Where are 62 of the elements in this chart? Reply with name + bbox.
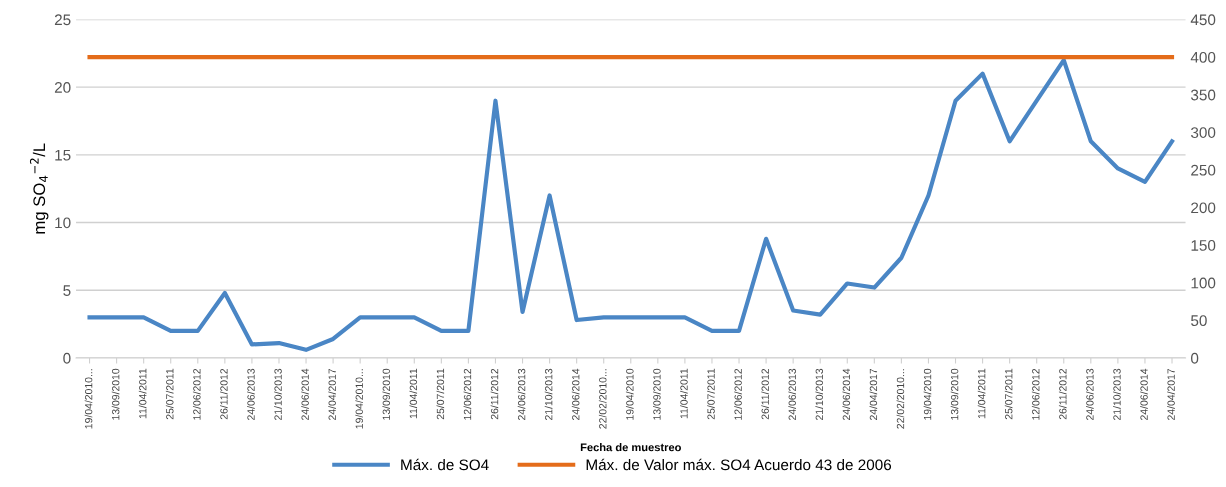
y-tick-label: 15 bbox=[55, 149, 71, 161]
x-tick-label: 21/10/2013 bbox=[1113, 368, 1121, 420]
x-tick-label: 24/06/2013 bbox=[247, 368, 255, 420]
y-tick-label: 0 bbox=[63, 352, 71, 364]
x-tick-label: 22/02/2010... bbox=[598, 369, 607, 429]
y-tick-label: 20 bbox=[54, 82, 71, 93]
x-tick-label: 13/09/2010 bbox=[652, 368, 661, 420]
x-tick-label: 25/07/2011 bbox=[707, 368, 715, 420]
x-tick-label: 24/06/2013 bbox=[1085, 368, 1094, 420]
y-tick-label: 10 bbox=[55, 217, 71, 229]
x-tick-label: 19/04/2010... bbox=[355, 369, 363, 429]
x-tick-label: 24/04/2017 bbox=[328, 368, 336, 420]
x-tick-label: 11/04/2011 bbox=[680, 368, 688, 419]
y2-tick-label: 250 bbox=[1191, 164, 1216, 176]
x-tick-label: 13/09/2010 bbox=[382, 368, 391, 420]
x-tick-label: 12/06/2012 bbox=[734, 368, 742, 420]
x-tick-label: 12/06/2012 bbox=[463, 368, 472, 420]
x-tick-label: 11/04/2011 bbox=[977, 368, 986, 419]
x-tick-label: 13/09/2010 bbox=[950, 368, 959, 420]
x-tick-label: 19/04/2010 bbox=[625, 368, 634, 420]
x-tick-label: 24/06/2013 bbox=[517, 368, 526, 420]
y2-tick-label: 300 bbox=[1190, 127, 1216, 138]
y2-tick-label: 450 bbox=[1190, 14, 1216, 26]
line-series bbox=[87, 58, 1175, 352]
x-tick-label: 24/06/2013 bbox=[788, 368, 796, 420]
y2-tick-label: 0 bbox=[1191, 352, 1199, 364]
legend-label: Máx. de Valor máx. SO4 Acuerdo 43 de 2006 bbox=[586, 458, 892, 471]
y2-tick-label: 50 bbox=[1191, 315, 1207, 327]
x-tick-label: 24/04/2017 bbox=[1167, 368, 1175, 420]
y-tick-label: 5 bbox=[63, 285, 71, 296]
x-tick-label: 26/11/2012 bbox=[490, 368, 499, 420]
x-tick-label: 26/11/2012 bbox=[220, 368, 228, 420]
x-tick-label: 25/07/2011 bbox=[1004, 368, 1013, 420]
x-tick-label: 19/04/2010... bbox=[84, 369, 93, 429]
x-tick-label: 22/02/2010... bbox=[896, 369, 905, 429]
y-tick-label: 25 bbox=[54, 14, 71, 26]
y-axis-title: mg SO$_{4}$$^{−2}$/L bbox=[29, 143, 49, 234]
x-tick-label: 25/07/2011 bbox=[165, 368, 174, 420]
x-tick-label: 11/04/2011 bbox=[409, 368, 418, 419]
x-tick-label: 21/10/2013 bbox=[815, 368, 824, 420]
x-tick-label: 19/04/2010 bbox=[923, 368, 932, 420]
y2-tick-label: 350 bbox=[1190, 89, 1216, 101]
x-tick-label: 25/07/2011 bbox=[436, 368, 445, 420]
x-tick-label: 11/04/2011 bbox=[138, 368, 147, 419]
x-tick-label: 13/09/2010 bbox=[111, 368, 120, 420]
x-tick-label: 21/10/2013 bbox=[544, 368, 553, 420]
x-tick-label: 21/10/2013 bbox=[274, 368, 282, 420]
x-tick-label: 24/04/2017 bbox=[869, 368, 878, 420]
x-tick-label: 12/06/2012 bbox=[192, 368, 201, 420]
x-tick-label: 12/06/2012 bbox=[1031, 368, 1040, 420]
y2-tick-label: 150 bbox=[1191, 239, 1216, 251]
y2-tick-label: 100 bbox=[1191, 277, 1216, 289]
x-tick-label: 24/06/2014 bbox=[842, 368, 851, 420]
x-axis-title: Fecha de muestreo bbox=[580, 443, 681, 452]
x-tick-label: 24/06/2014 bbox=[1140, 368, 1148, 420]
x-tick-label: 26/11/2012 bbox=[761, 368, 769, 420]
x-tick-label: 26/11/2012 bbox=[1058, 368, 1067, 420]
x-tick-label: 24/06/2014 bbox=[571, 368, 580, 420]
y2-tick-label: 200 bbox=[1191, 202, 1216, 214]
y2-tick-label: 400 bbox=[1190, 51, 1216, 63]
x-tick-label: 24/06/2014 bbox=[301, 368, 309, 420]
legend-label: Máx. de SO4 bbox=[401, 458, 489, 471]
